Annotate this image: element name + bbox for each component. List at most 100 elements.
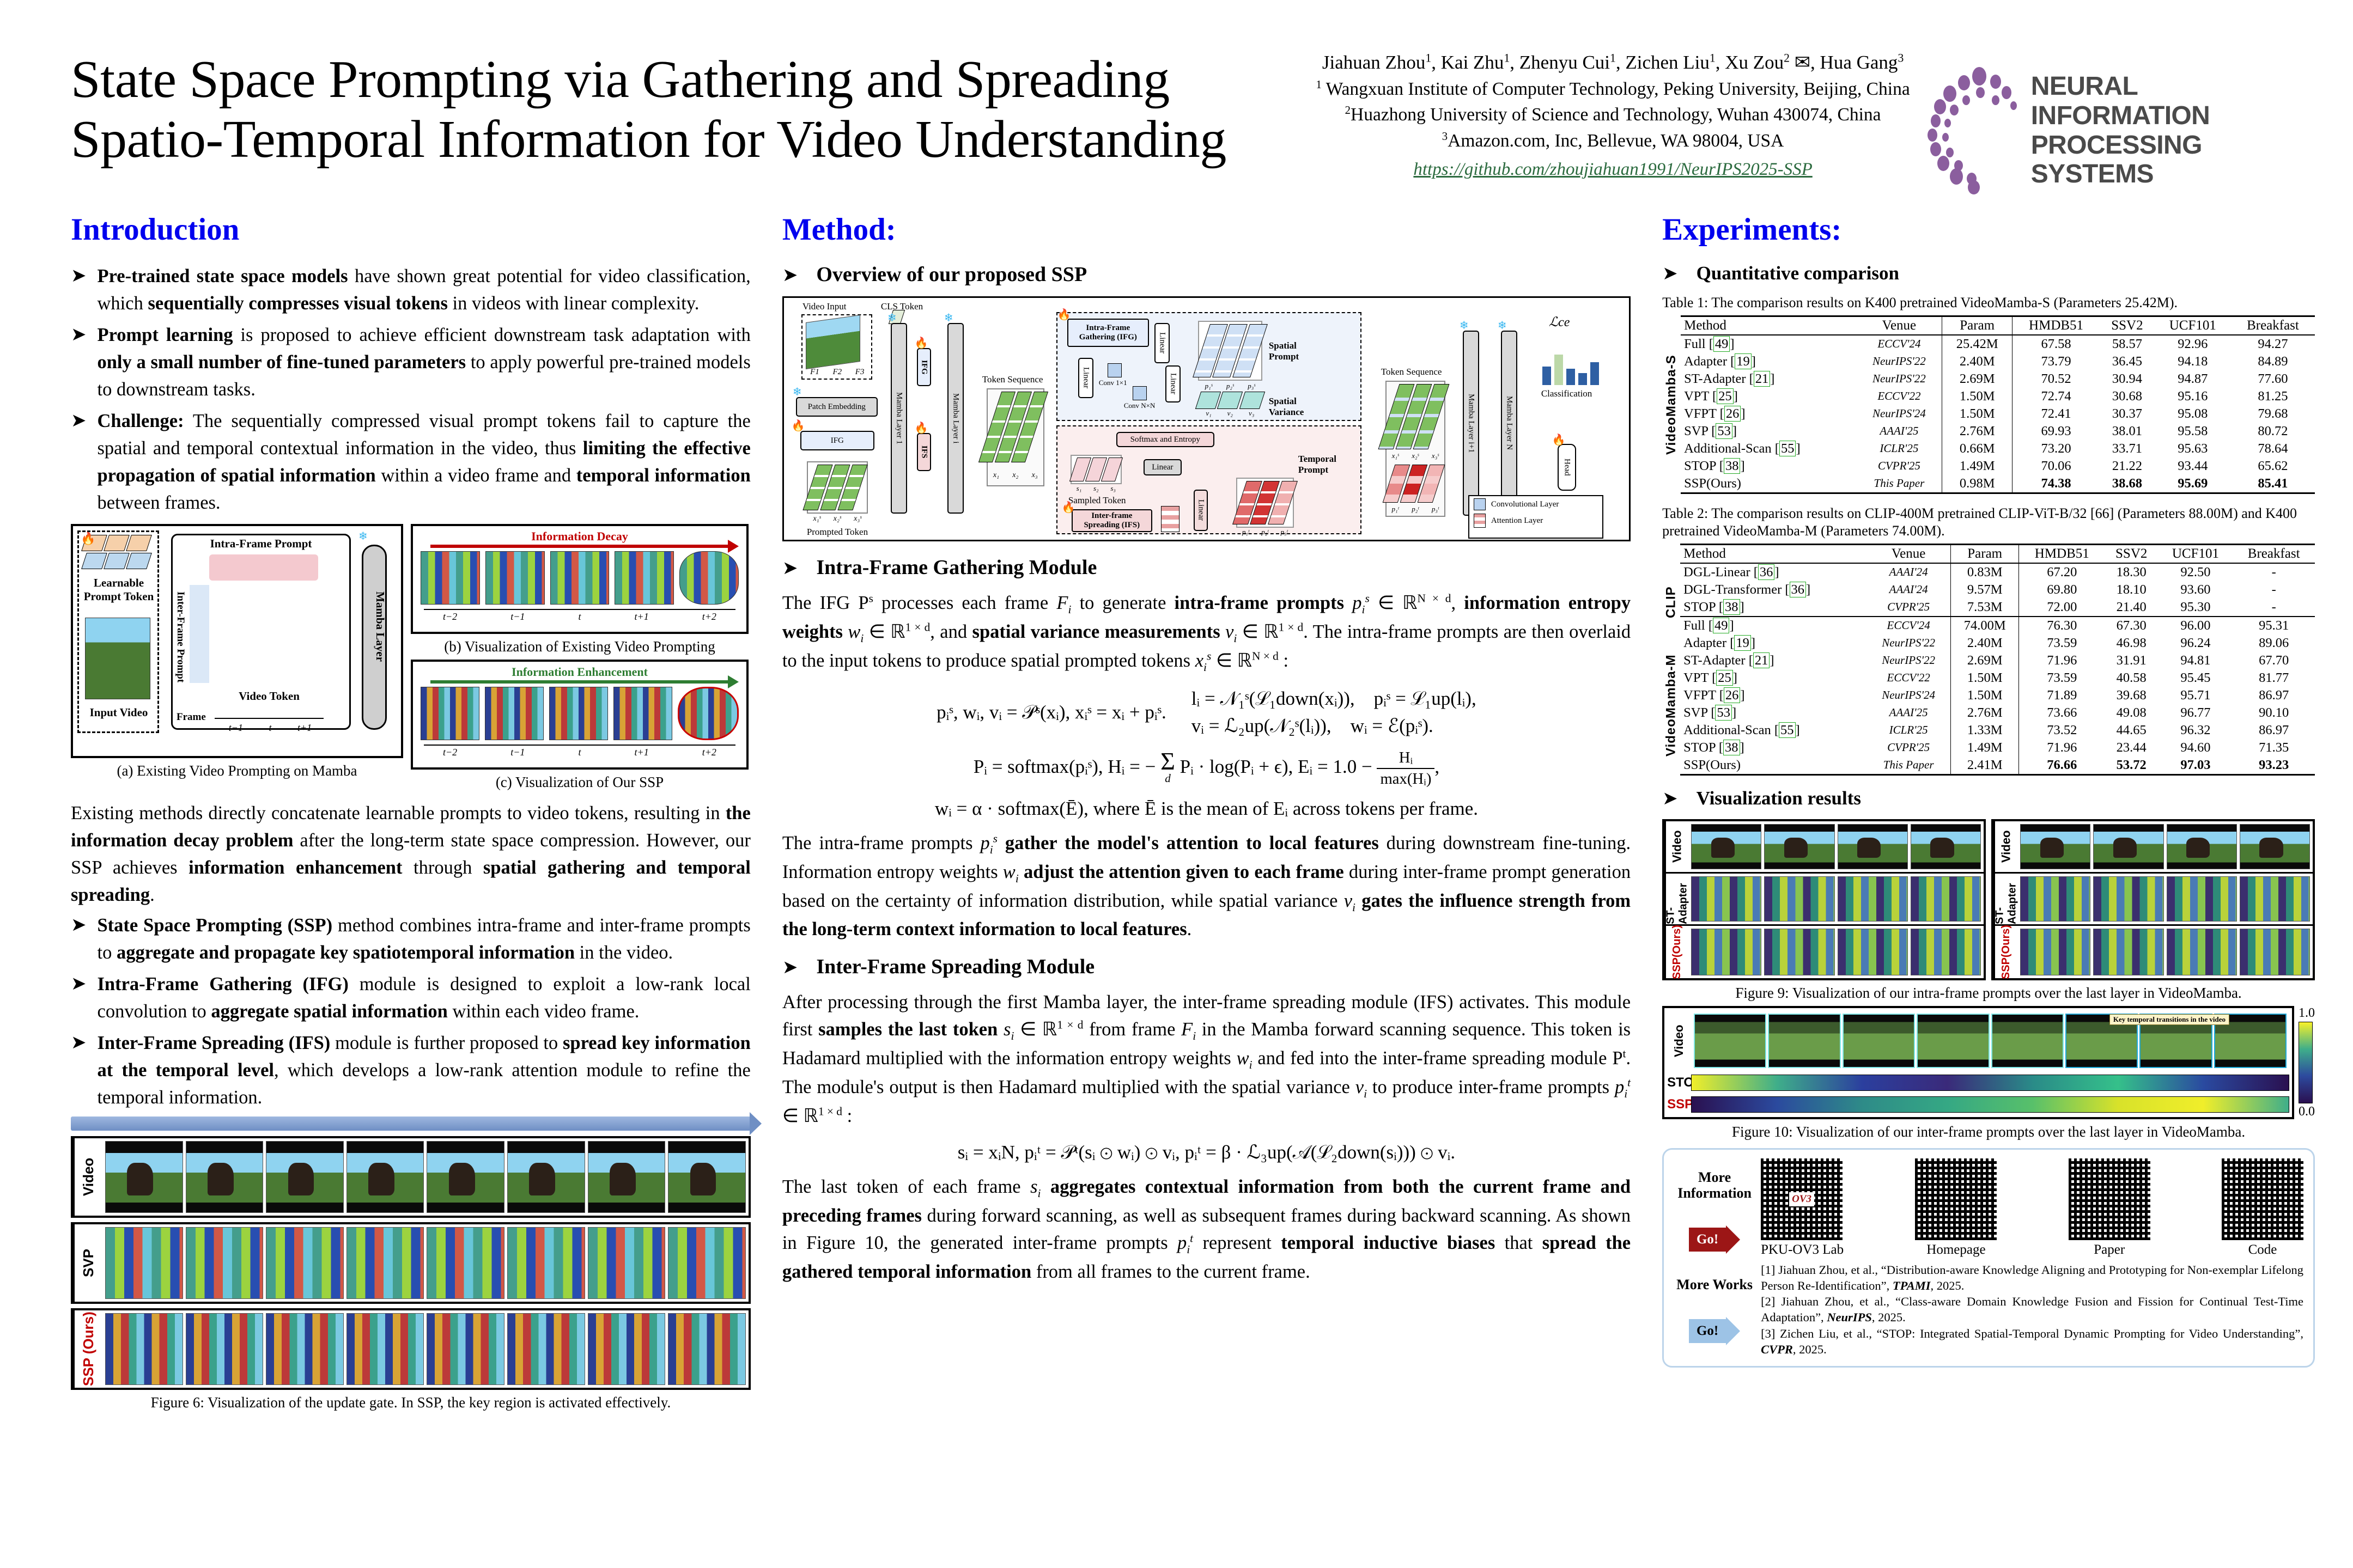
th-method: Method <box>1684 318 1726 333</box>
diag-variance-label: v₃ <box>1248 409 1255 417</box>
figure-6-caption: Figure 6: Visualization of the update ga… <box>150 1394 671 1411</box>
cell-venue: AAAI'24 <box>1889 565 1928 578</box>
table-row: Additional-Scan [55] ICLR'25 1.33M 73.52 44.… <box>1680 721 2315 739</box>
th2-venue: Venue <box>1891 546 1926 561</box>
method-ifs-paragraph: After processing through the first Mamba… <box>782 992 1631 1127</box>
cell-method: STOP [38] <box>1684 457 1745 474</box>
table-row: Full [49] ECCV'24 74.00M 76.30 67.30 96.00 95.… <box>1680 616 2315 634</box>
figure-10-annotation: Key temporal transitions in the video <box>2109 1014 2229 1025</box>
experiments-quant-head: ➤ Quantitative comparison <box>1662 263 1899 284</box>
cell-param: 2.69M <box>1942 370 2012 388</box>
qr-code-lab[interactable]: OV3 <box>1761 1158 1843 1240</box>
diag-frame-label: F3 <box>855 368 865 376</box>
diag-prompted-token-label: x₁ˢ <box>813 515 821 523</box>
go-button-works[interactable]: Go! <box>1688 1317 1741 1345</box>
arrow-right-icon <box>1726 1317 1741 1345</box>
cell-param: 1.50M <box>1950 669 2019 687</box>
diag-ifs-title: Inter-frame Spreading (IFS) <box>1071 509 1152 532</box>
cell-param: 2.40M <box>1950 634 2019 652</box>
figure-1b-caption: (b) Visualization of Existing Video Prom… <box>444 638 715 655</box>
flame-icon: 🔥 <box>914 422 928 434</box>
diag-linear-3: Linear <box>1165 365 1181 402</box>
cell-ssv2: 18.30 <box>2116 564 2147 579</box>
cell-venue: CVPR'25 <box>1877 459 1920 472</box>
cell-ssv2: 30.68 <box>2112 388 2142 404</box>
cell-ucf101: 95.71 <box>2180 687 2211 703</box>
snowflake-icon: ❄ <box>1497 320 1507 332</box>
diag-temporal-prompt-label: p₃ᵗ <box>1280 528 1288 536</box>
timeline-arrow-icon <box>71 1112 762 1136</box>
intro-bullet-4-text: State Space Prompting (SSP) method combi… <box>97 915 751 963</box>
cell-hmdb51: 72.74 <box>2011 387 2100 405</box>
cell-param: 9.57M <box>1950 581 2019 599</box>
th2-method: Method <box>1683 546 1726 561</box>
github-link[interactable]: https://github.com/zhoujiahuan1991/NeurI… <box>1413 160 1813 180</box>
cell-venue: ECCV'24 <box>1877 337 1921 350</box>
cell-breakfast: 94.27 <box>2258 336 2288 351</box>
diag-frame-label: F2 <box>832 368 842 376</box>
cell-venue: This Paper <box>1874 477 1925 490</box>
cell-method: SVP [53] <box>1683 704 1737 721</box>
cell-breakfast: 79.68 <box>2258 406 2288 421</box>
th2-ssv2: SSV2 <box>2115 546 2148 561</box>
cell-hmdb51: 72.41 <box>2011 405 2100 423</box>
affiliation-3: 3Amazon.com, Inc, Bellevue, WA 98004, US… <box>1442 130 1784 151</box>
eq2-part1: Pᵢ = softmax(pᵢˢ), Hᵢ = − <box>973 755 1156 777</box>
snowflake-icon: ❄ <box>1459 320 1469 332</box>
diag-token-label: x₁ <box>993 471 1000 479</box>
qr-code-code[interactable] <box>2221 1158 2303 1240</box>
cell-ssv2: 23.44 <box>2116 740 2147 755</box>
cell-ucf101: 96.32 <box>2180 722 2211 737</box>
cell-hmdb51: 70.52 <box>2011 370 2100 388</box>
cell-method: DGL-Linear [36] <box>1683 564 1779 580</box>
cell-venue: ECCV'22 <box>1877 389 1921 402</box>
diag-prompted-token-label: x₃ˢ <box>854 515 862 523</box>
eq2-part2: Pᵢ · log(Pᵢ + ϵ), Eᵢ = 1.0 − <box>1179 755 1372 777</box>
go-button-information[interactable]: Go! <box>1688 1225 1741 1254</box>
table-row: STOP [38] CVPR'25 7.53M 72.00 21.40 95.30 - <box>1680 598 2315 617</box>
cell-hmdb51: 74.38 <box>2011 474 2100 493</box>
figure-1: 🔥 Learnable Prompt Token Input Video Int… <box>71 524 751 791</box>
table-row: DGL-Linear [36] AAAI'24 0.83M 67.20 18.30 92.… <box>1680 563 2315 581</box>
figure-1a-label-learnable: Learnable Prompt Token <box>83 576 154 603</box>
legend-attn-icon <box>1473 514 1486 528</box>
cell-venue: ICLR'25 <box>1889 723 1928 736</box>
cell-param: 0.83M <box>1950 563 2019 581</box>
cell-ucf101: 97.03 <box>2180 757 2211 772</box>
cell-venue: NeurIPS'24 <box>1882 688 1936 701</box>
figure-1a-tick: t+1 <box>297 722 312 734</box>
diag-spatial-prompt-label: p₁ˢ <box>1205 382 1213 390</box>
cell-breakfast: 86.97 <box>2259 722 2289 737</box>
intro-bullet-6-text: Inter-Frame Spreading (IFS) module is fu… <box>97 1033 751 1108</box>
cell-breakfast: - <box>2271 599 2276 614</box>
cell-ssv2: 30.37 <box>2112 406 2142 421</box>
neurips-wordmark: NEURAL INFORMATION PROCESSING SYSTEMS <box>2030 72 2210 189</box>
cell-hmdb51: 73.52 <box>2018 721 2105 739</box>
cell-ucf101: 95.08 <box>2178 406 2208 421</box>
cell-ssv2: 21.22 <box>2112 458 2142 473</box>
flame-icon: 🔥 <box>1552 434 1566 446</box>
cell-venue: This Paper <box>1883 758 1934 771</box>
method-ifg-head: ➤ Intra-Frame Gathering Module <box>782 556 1097 579</box>
diag-spatial-prompt-label: p₃ˢ <box>1248 382 1256 390</box>
diag-ifg-box: IFG <box>800 431 874 450</box>
diag-temporal-prompt-label: p₁ᵗ <box>1242 528 1250 536</box>
qr-code-paper[interactable] <box>2068 1158 2150 1240</box>
figure-1c-tick: t+1 <box>634 747 649 758</box>
diag-head-box: Head <box>1557 444 1576 491</box>
cell-param: 1.50M <box>1950 686 2019 704</box>
diag-loss-label: ℒce <box>1548 315 1570 330</box>
figure-9-row-label: ST-Adapter <box>1993 873 2018 924</box>
cell-ssv2: 44.65 <box>2116 722 2147 737</box>
eq2-den: max(Hᵢ) <box>1380 770 1432 788</box>
qr-code-homepage[interactable] <box>1915 1158 1997 1240</box>
diag-mamba-layer-1: Mamba Layer 1 <box>890 323 907 514</box>
diag-spatial-prompt-label: p₂ˢ <box>1226 382 1234 390</box>
bullet-arrow-icon: ➤ <box>1662 264 1678 284</box>
cell-param: 74.00M <box>1950 616 2019 634</box>
cell-ucf101: 95.16 <box>2178 388 2208 404</box>
cell-method: SSP(Ours) <box>1683 757 1741 772</box>
cell-param: 1.33M <box>1950 721 2019 739</box>
cell-ssv2: 21.40 <box>2116 599 2147 614</box>
eq1-r4: wᵢ = ℰ(pᵢˢ). <box>1350 715 1433 736</box>
